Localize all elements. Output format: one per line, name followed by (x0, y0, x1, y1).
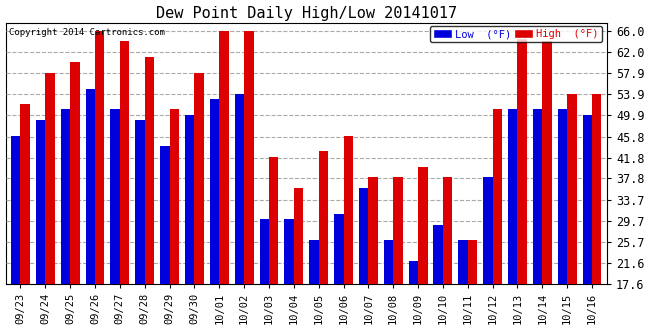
Bar (36, 120, 46, 330)
Bar (343, 136, 353, 330)
Bar (458, 240, 468, 330)
Bar (111, 110, 120, 330)
Bar (95, 31, 105, 330)
Bar (483, 178, 493, 330)
Bar (269, 156, 278, 330)
Bar (46, 73, 55, 330)
Bar (210, 99, 219, 330)
Bar (194, 73, 204, 330)
Bar (120, 42, 129, 330)
Bar (259, 219, 269, 330)
Bar (11, 136, 20, 330)
Legend: Low  (°F), High  (°F): Low (°F), High (°F) (430, 26, 602, 42)
Bar (318, 151, 328, 330)
Bar (60, 110, 70, 330)
Bar (393, 178, 402, 330)
Bar (468, 240, 477, 330)
Bar (219, 31, 229, 330)
Bar (582, 115, 592, 330)
Bar (567, 94, 577, 330)
Bar (244, 31, 254, 330)
Bar (418, 167, 428, 330)
Title: Dew Point Daily High/Low 20141017: Dew Point Daily High/Low 20141017 (155, 6, 457, 20)
Text: Copyright 2014 Cartronics.com: Copyright 2014 Cartronics.com (8, 28, 164, 37)
Bar (185, 115, 194, 330)
Bar (235, 94, 244, 330)
Bar (517, 31, 527, 330)
Bar (434, 224, 443, 330)
Bar (145, 57, 154, 330)
Bar (508, 110, 517, 330)
Bar (160, 146, 170, 330)
Bar (409, 261, 418, 330)
Bar (533, 110, 542, 330)
Bar (334, 214, 343, 330)
Bar (309, 240, 318, 330)
Bar (493, 110, 502, 330)
Bar (384, 240, 393, 330)
Bar (20, 104, 30, 330)
Bar (542, 42, 552, 330)
Bar (135, 120, 145, 330)
Bar (558, 110, 567, 330)
Bar (170, 110, 179, 330)
Bar (70, 62, 79, 330)
Bar (294, 188, 304, 330)
Bar (592, 94, 601, 330)
Bar (369, 178, 378, 330)
Bar (86, 88, 95, 330)
Bar (359, 188, 369, 330)
Bar (284, 219, 294, 330)
Bar (443, 178, 452, 330)
